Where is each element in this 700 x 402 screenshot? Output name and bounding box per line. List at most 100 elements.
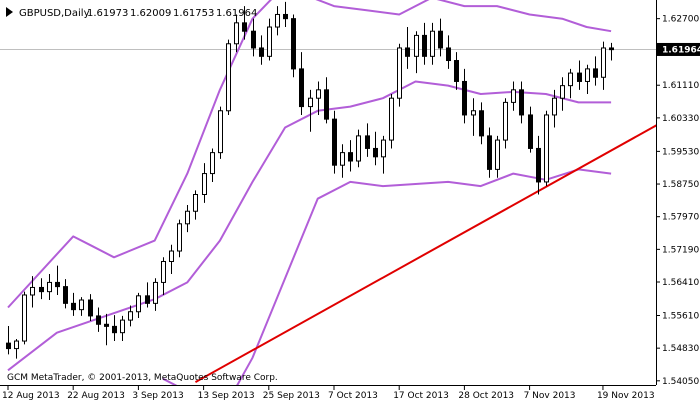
candle[interactable] <box>161 257 166 295</box>
candle[interactable] <box>210 148 215 182</box>
candle[interactable] <box>63 279 68 309</box>
candle[interactable] <box>47 274 52 301</box>
candle[interactable] <box>536 135 541 195</box>
candle[interactable] <box>185 204 190 233</box>
candle[interactable] <box>479 102 484 145</box>
candle[interactable] <box>55 265 60 295</box>
x-tick-label: 7 Nov 2013 <box>524 391 576 401</box>
candle[interactable] <box>275 6 280 36</box>
candle[interactable] <box>487 127 492 178</box>
candle[interactable] <box>145 282 150 308</box>
collapse-arrow-icon[interactable] <box>6 7 13 17</box>
candle[interactable] <box>324 77 329 124</box>
candle-body-bear <box>536 147 541 183</box>
candle[interactable] <box>414 31 419 74</box>
candle-body-bull <box>210 152 215 175</box>
candle[interactable] <box>471 98 476 136</box>
candle[interactable] <box>593 56 598 86</box>
candle[interactable] <box>422 22 427 65</box>
candle[interactable] <box>251 18 256 57</box>
candle[interactable] <box>39 278 44 300</box>
candle[interactable] <box>226 39 231 115</box>
candle[interactable] <box>120 315 125 342</box>
candle[interactable] <box>242 6 247 40</box>
bollinger-upper-band <box>7 0 612 309</box>
candle[interactable] <box>373 131 378 166</box>
candlesticks[interactable] <box>6 1 614 359</box>
candle[interactable] <box>291 14 296 78</box>
candle[interactable] <box>389 94 394 149</box>
candle[interactable] <box>153 278 158 311</box>
candle[interactable] <box>495 135 500 178</box>
candle[interactable] <box>234 14 239 53</box>
candle[interactable] <box>601 41 606 90</box>
candle[interactable] <box>560 77 565 111</box>
candle[interactable] <box>340 144 345 178</box>
y-tick-label: 1.55610 <box>662 311 699 321</box>
candle[interactable] <box>568 68 573 99</box>
candle-body-bull <box>544 114 549 183</box>
candle[interactable] <box>6 325 11 355</box>
candle-body-bull <box>503 101 508 141</box>
candle[interactable] <box>511 81 516 111</box>
candle[interactable] <box>308 89 313 132</box>
candle[interactable] <box>283 1 288 28</box>
candle[interactable] <box>316 81 321 115</box>
candle[interactable] <box>381 135 386 174</box>
candle[interactable] <box>259 35 264 65</box>
candle-body-bull <box>414 34 419 57</box>
candle-body-bear <box>96 315 101 325</box>
candle[interactable] <box>218 106 223 159</box>
candle-body-bull <box>79 299 84 311</box>
candle[interactable] <box>503 98 508 149</box>
candle[interactable] <box>348 140 353 172</box>
candle[interactable] <box>202 163 207 203</box>
candle[interactable] <box>528 106 533 153</box>
candle[interactable] <box>519 81 524 124</box>
candle[interactable] <box>438 18 443 57</box>
candle[interactable] <box>462 68 467 124</box>
candle[interactable] <box>552 89 557 128</box>
candle-body-bull <box>218 110 223 154</box>
candle[interactable] <box>365 123 370 157</box>
candle[interactable] <box>193 190 198 220</box>
candle[interactable] <box>267 18 272 61</box>
candle[interactable] <box>96 307 101 332</box>
y-axis-ticks: 1.62700 1.61110 1.60330 1.59530 1.58750 1.579… <box>656 15 699 387</box>
candle[interactable] <box>30 276 35 308</box>
candle-body-bull <box>389 97 394 141</box>
candle[interactable] <box>14 338 19 359</box>
candle[interactable] <box>446 35 451 69</box>
candle[interactable] <box>332 110 337 174</box>
candle[interactable] <box>405 27 410 69</box>
candle[interactable] <box>299 52 304 115</box>
candle[interactable] <box>577 60 582 90</box>
candle-body-bear <box>348 152 353 162</box>
candle[interactable] <box>177 219 182 258</box>
candle[interactable] <box>112 315 117 342</box>
candle-body-bull <box>128 311 133 321</box>
candle-body-bull <box>226 43 231 112</box>
candle[interactable] <box>169 244 174 275</box>
candle[interactable] <box>397 43 402 107</box>
candle[interactable] <box>356 129 361 168</box>
candle[interactable] <box>609 42 614 61</box>
candle[interactable] <box>585 64 590 95</box>
candle-body-bull <box>308 97 313 108</box>
candle[interactable] <box>430 22 435 65</box>
candle[interactable] <box>128 305 133 327</box>
candle[interactable] <box>79 297 84 316</box>
candle[interactable] <box>544 110 549 187</box>
candle[interactable] <box>136 292 141 319</box>
candle[interactable] <box>88 294 93 321</box>
candle-body-bull <box>340 152 345 166</box>
candle[interactable] <box>104 313 109 346</box>
x-tick-label: 22 Aug 2013 <box>67 391 125 401</box>
candle[interactable] <box>22 291 27 345</box>
candle[interactable] <box>71 292 76 316</box>
candle[interactable] <box>454 52 459 90</box>
candle-body-bear <box>422 34 427 57</box>
candle-body-bull <box>22 294 27 342</box>
support-trendline <box>194 124 656 383</box>
